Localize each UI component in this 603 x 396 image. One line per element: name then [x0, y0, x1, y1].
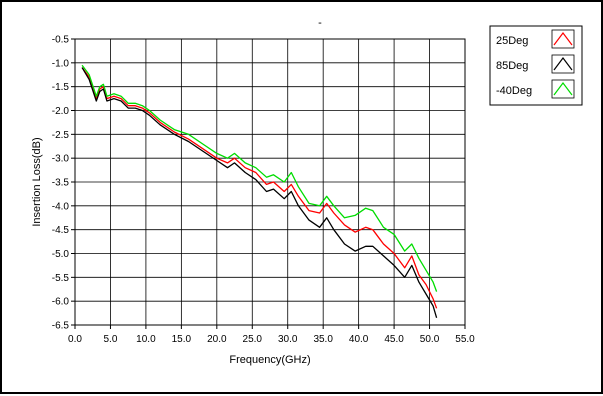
y-tick-label: -5.5 — [52, 273, 70, 284]
legend-swatch-line — [553, 57, 573, 71]
x-tick-label: 30.0 — [278, 334, 298, 345]
y-tick-label: -4.0 — [52, 201, 70, 212]
y-axis-ticks: -0.5 -1.0 -1.5 -2.0 -2.5 -3.0 -3.5 -4.0 -4.5 -5.0… — [52, 35, 75, 332]
legend-label: 85Deg — [496, 60, 528, 72]
y-tick-label: -3.0 — [52, 154, 70, 165]
x-tick-label: 40.0 — [349, 334, 369, 345]
x-axis-ticks: 0.0 5.0 10.0 15.0 20.0 25.0 30.0 35.0 40.0 45.0 50… — [68, 325, 475, 345]
series-line-1 — [81, 67, 438, 309]
y-tick-label: -3.5 — [52, 178, 70, 189]
legend: 25Deg 85Deg -40Deg — [489, 25, 583, 106]
x-tick-label: 35.0 — [313, 334, 333, 345]
series-line-3 — [81, 64, 438, 292]
x-tick-label: 10.0 — [136, 334, 156, 345]
legend-label: -40Deg — [496, 85, 532, 97]
x-tick-label: 25.0 — [243, 334, 263, 345]
series-line-2 — [81, 67, 438, 318]
x-tick-label: 20.0 — [207, 334, 227, 345]
y-tick-label: -2.5 — [52, 130, 70, 141]
x-tick-label: 45.0 — [384, 334, 404, 345]
x-axis-label: Frequency(GHz) — [229, 354, 310, 366]
legend-swatch-line — [553, 82, 573, 96]
y-tick-label: -6.5 — [52, 321, 70, 332]
legend-label: 25Deg — [496, 35, 528, 47]
x-tick-label: 55.0 — [455, 334, 475, 345]
chart-title: - — [318, 17, 322, 29]
y-tick-label: -0.5 — [52, 35, 70, 46]
legend-swatch-line — [553, 32, 573, 46]
legend-swatch — [551, 79, 575, 99]
x-tick-label: 15.0 — [172, 334, 192, 345]
legend-swatch — [551, 54, 575, 74]
series-lines — [81, 64, 438, 318]
y-tick-label: -5.0 — [52, 249, 70, 260]
y-tick-label: -1.5 — [52, 82, 70, 93]
legend-swatch — [551, 29, 575, 49]
y-tick-label: -1.0 — [52, 58, 70, 69]
y-tick-label: -4.5 — [52, 225, 70, 236]
x-tick-label: 0.0 — [68, 334, 82, 345]
y-tick-label: -6.0 — [52, 297, 70, 308]
y-tick-label: -2.0 — [52, 106, 70, 117]
x-tick-label: 5.0 — [104, 334, 118, 345]
x-tick-label: 50.0 — [420, 334, 440, 345]
y-axis-label: Insertion Loss(dB) — [31, 137, 43, 226]
